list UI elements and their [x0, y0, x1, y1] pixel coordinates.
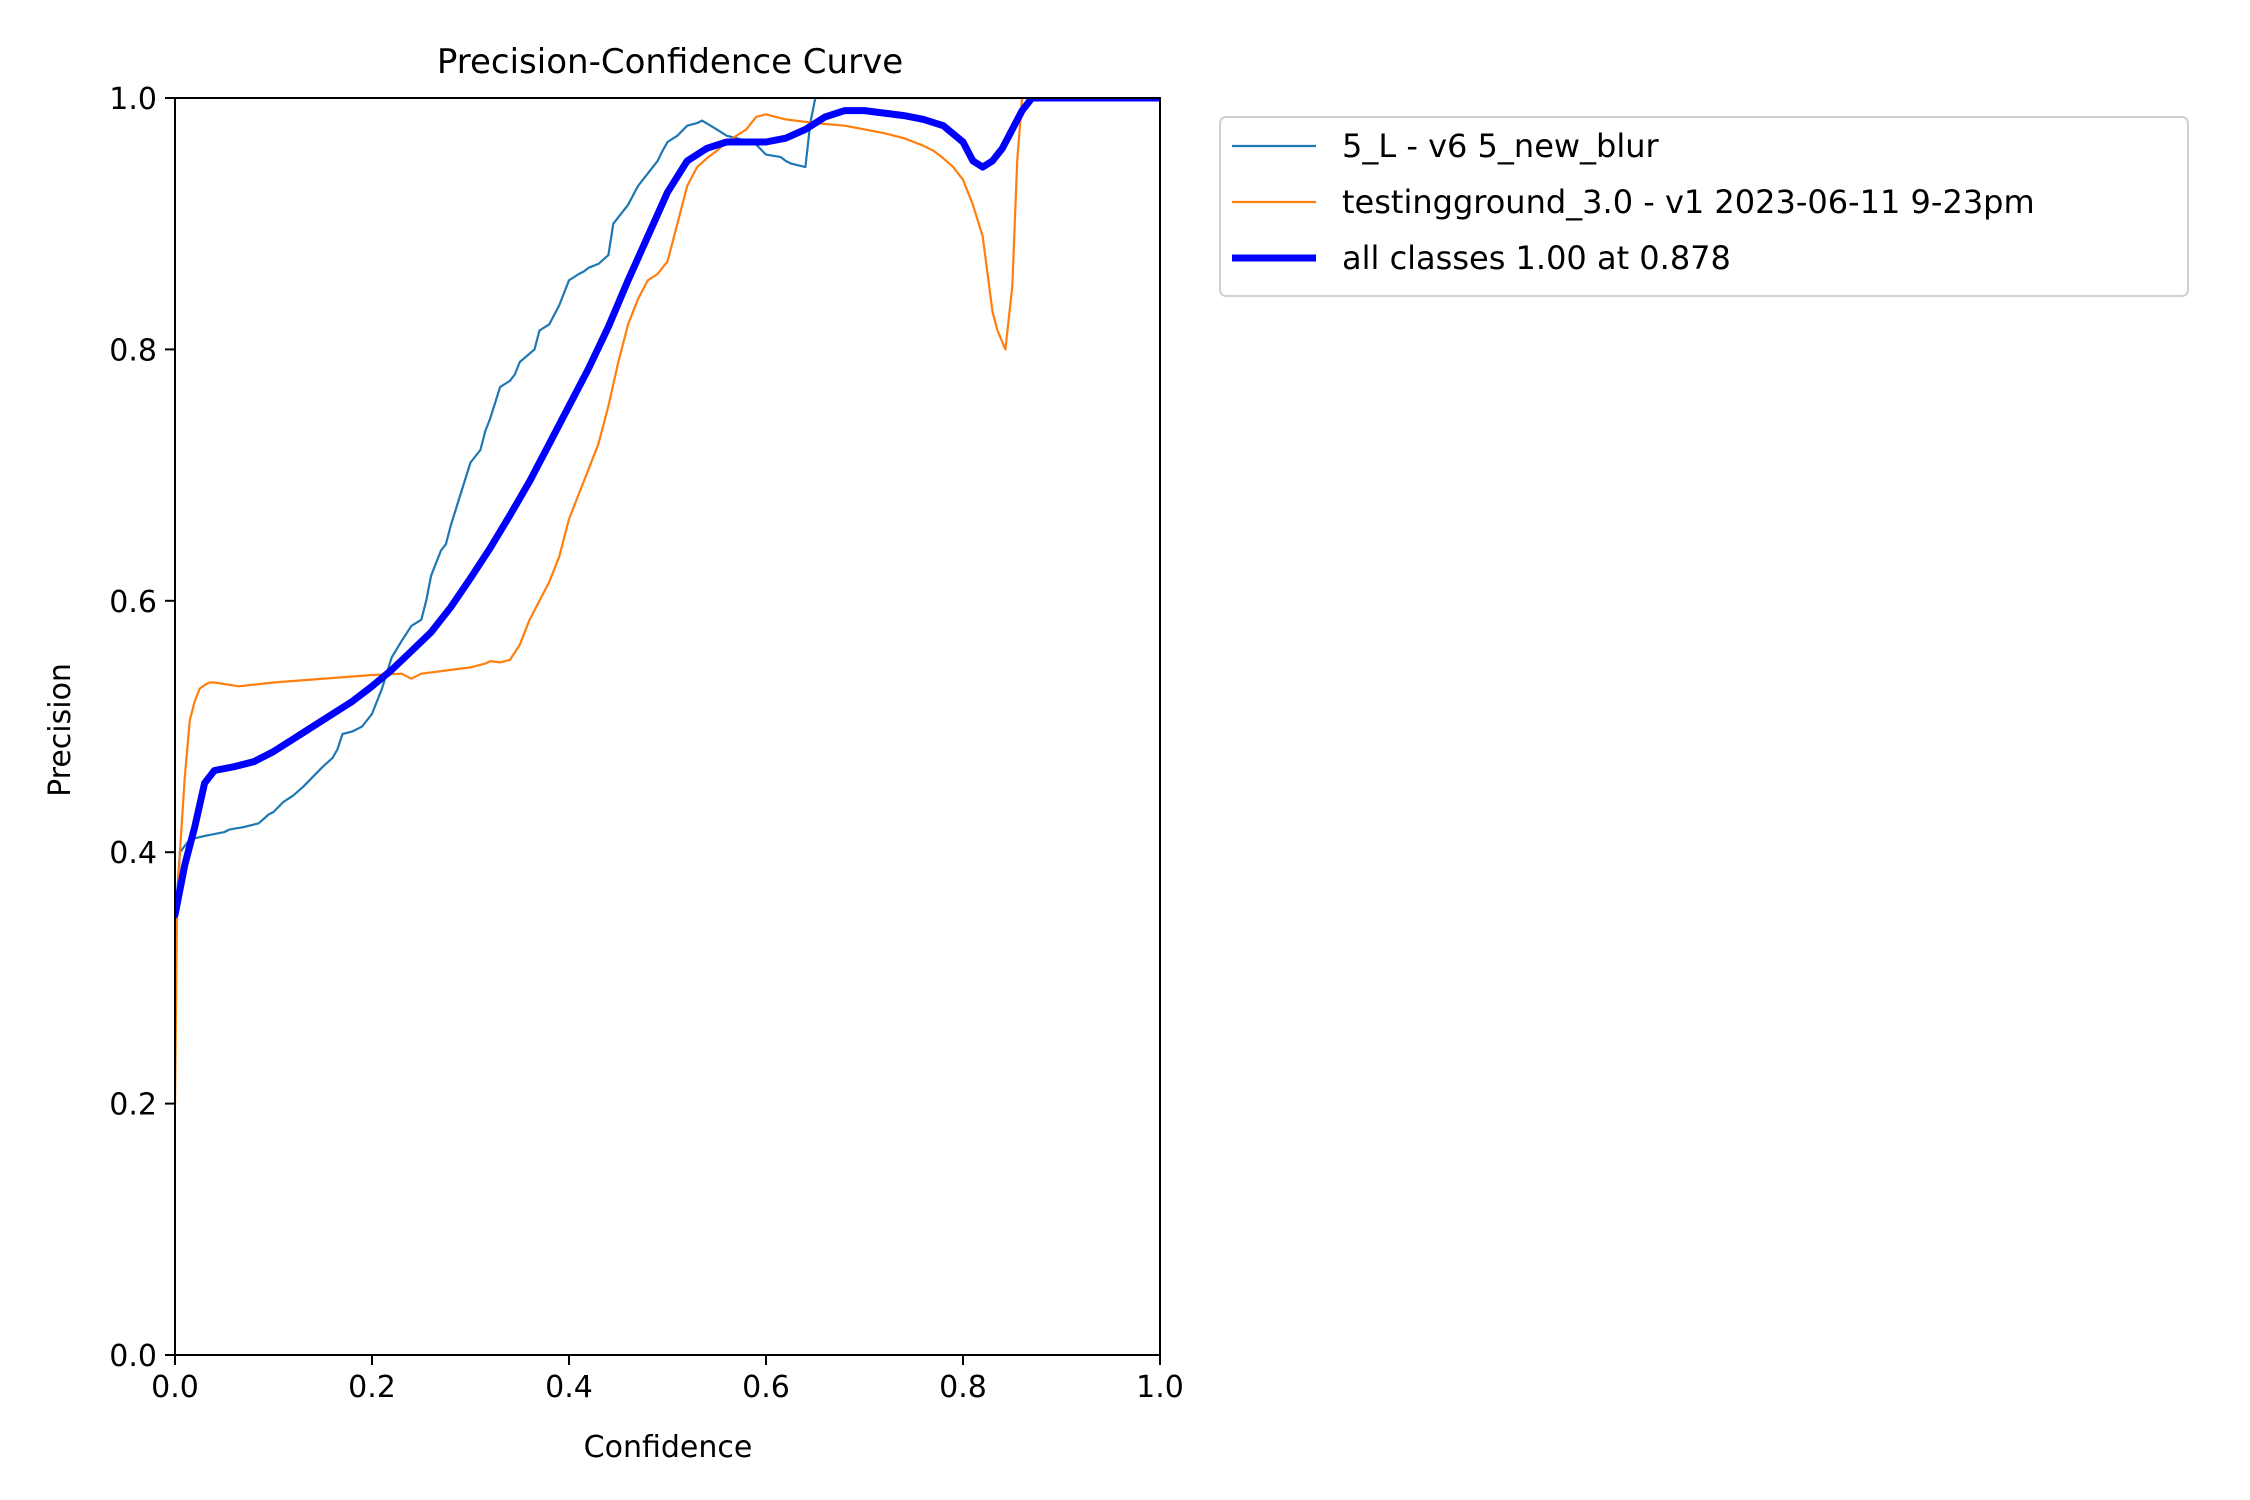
x-tick-label: 0.0	[151, 1370, 199, 1405]
y-tick-label: 0.6	[109, 585, 157, 620]
legend-label-3: all classes 1.00 at 0.878	[1342, 239, 1731, 277]
y-tick-label: 0.2	[109, 1088, 157, 1123]
series-layer	[175, 98, 1160, 1105]
x-tick-label: 0.6	[742, 1370, 790, 1405]
x-tick-label: 0.2	[348, 1370, 396, 1405]
y-tick-label: 0.4	[109, 836, 157, 871]
legend-items: 5_L - v6 5_new_blur testingground_3.0 - v…	[1232, 127, 2035, 277]
y-tick-label: 0.8	[109, 333, 157, 368]
x-tick-label: 1.0	[1136, 1370, 1184, 1405]
chart-title: Precision-Confidence Curve	[437, 42, 903, 82]
legend-label-2: testingground_3.0 - v1 2023-06-11 9-23pm	[1342, 183, 2035, 221]
x-axis: 0.0 0.2 0.4 0.6 0.8 1.0	[151, 1355, 1184, 1405]
series-line-1	[175, 98, 1160, 929]
y-tick-label: 1.0	[109, 82, 157, 117]
plot-area	[174, 97, 1161, 1356]
series-line-3	[175, 98, 1160, 919]
x-axis-label: Confidence	[584, 1430, 753, 1465]
y-axis-label: Precision	[43, 663, 78, 797]
legend-label-1: 5_L - v6 5_new_blur	[1342, 127, 1660, 165]
plot-frame	[174, 97, 1161, 1356]
x-tick-label: 0.4	[545, 1370, 593, 1405]
x-tick-label: 0.8	[939, 1370, 987, 1405]
y-tick-label: 0.0	[109, 1339, 157, 1374]
y-axis: 0.0 0.2 0.4 0.6 0.8 1.0	[109, 82, 175, 1374]
legend: 5_L - v6 5_new_blur testingground_3.0 - v…	[1219, 116, 2189, 297]
series-line-2	[175, 98, 1160, 1105]
legend-box	[1219, 116, 2189, 297]
